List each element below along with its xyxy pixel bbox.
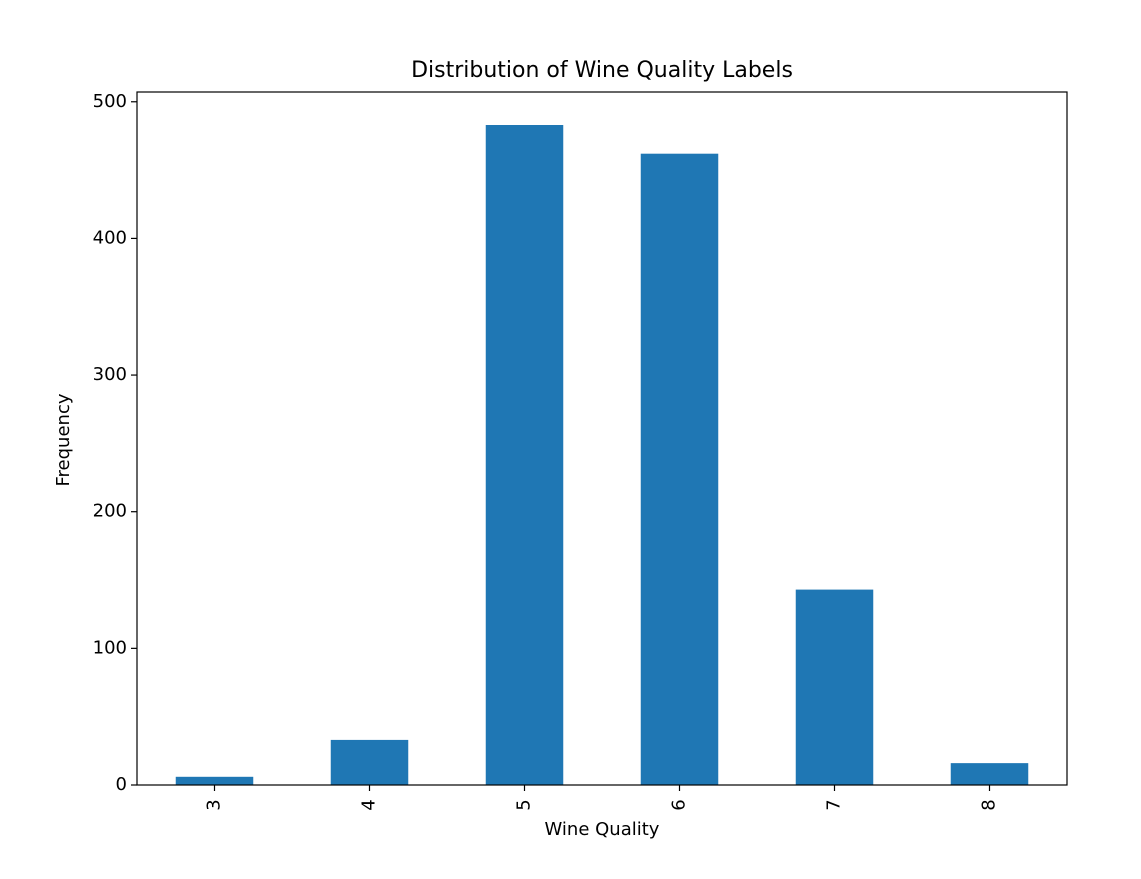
x-tick-label: 5: [514, 799, 535, 810]
y-tick-label: 500: [93, 91, 127, 112]
x-tick-label: 7: [824, 799, 845, 810]
x-tick-label: 6: [669, 799, 690, 810]
y-axis-label: Frequency: [53, 393, 74, 486]
bar: [795, 589, 874, 785]
x-axis-label: Wine Quality: [545, 819, 660, 840]
x-tick-label: 3: [204, 799, 225, 810]
chart-title: Distribution of Wine Quality Labels: [411, 58, 793, 83]
bar: [950, 763, 1029, 785]
y-tick-label: 0: [116, 774, 127, 795]
plot-frame: [136, 91, 1068, 786]
bar: [485, 125, 564, 785]
x-tick-label: 4: [359, 799, 380, 810]
bar: [175, 776, 254, 785]
y-tick-label: 300: [93, 364, 127, 385]
y-tick-label: 400: [93, 227, 127, 248]
y-tick-label: 100: [93, 637, 127, 658]
x-tick-label: 8: [979, 799, 1000, 810]
y-tick-label: 200: [93, 501, 127, 522]
bar: [640, 153, 719, 785]
bar: [330, 739, 409, 785]
